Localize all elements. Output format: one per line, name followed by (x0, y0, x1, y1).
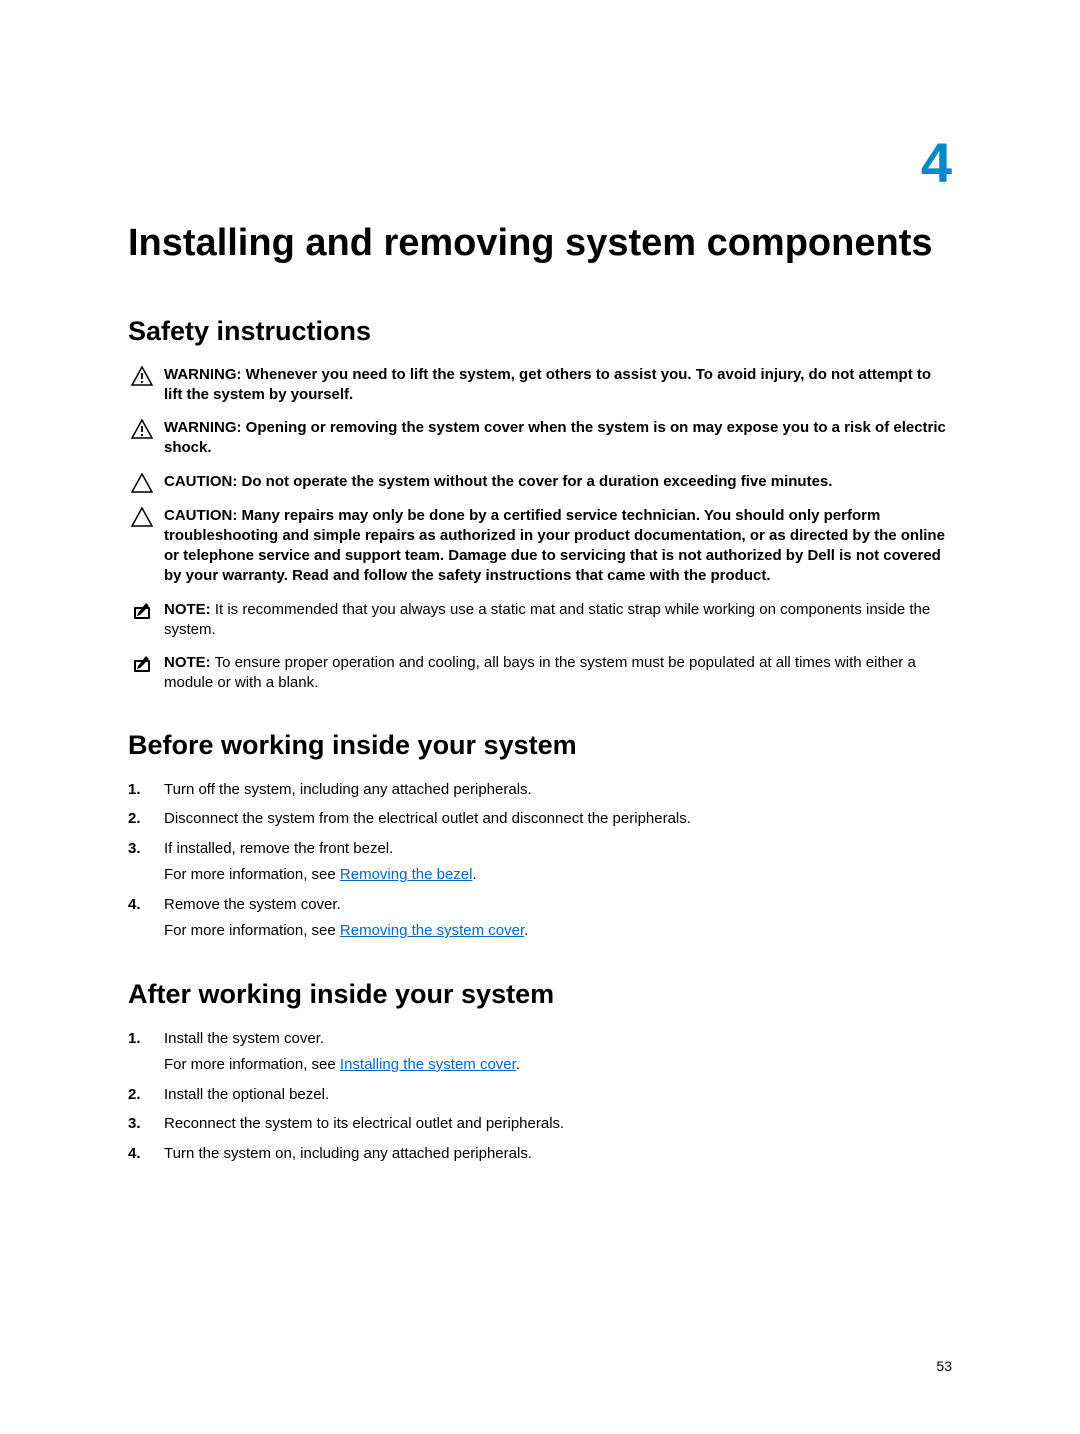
list-item: Disconnect the system from the electrica… (128, 808, 952, 831)
sub-prefix: For more information, see (164, 1056, 340, 1073)
note-admonition: NOTE: It is recommended that you always … (128, 600, 952, 641)
step-sub-text: For more information, see Removing the b… (164, 864, 952, 887)
admonition-label: NOTE: (164, 601, 211, 618)
note-icon (128, 653, 156, 674)
caution-admonition: CAUTION: Many repairs may only be done b… (128, 506, 952, 587)
note-admonition: NOTE: To ensure proper operation and coo… (128, 653, 952, 694)
admonition-body: Whenever you need to lift the system, ge… (164, 366, 931, 403)
page-number: 53 (936, 1358, 952, 1374)
warning-icon (128, 418, 156, 439)
list-item: Turn off the system, including any attac… (128, 779, 952, 802)
sub-prefix: For more information, see (164, 866, 340, 883)
note-icon (128, 600, 156, 621)
before-steps-list: Turn off the system, including any attac… (128, 779, 952, 943)
list-item: Remove the system cover. For more informa… (128, 894, 952, 943)
step-text: Reconnect the system to its electrical o… (164, 1115, 564, 1132)
admonition-label: WARNING: (164, 366, 242, 383)
list-item: Turn the system on, including any attach… (128, 1143, 952, 1166)
step-sub-text: For more information, see Installing the… (164, 1054, 952, 1077)
chapter-number: 4 (921, 130, 952, 195)
admonition-text: NOTE: It is recommended that you always … (164, 600, 952, 641)
list-item: If installed, remove the front bezel. For… (128, 838, 952, 887)
admonition-text: WARNING: Opening or removing the system … (164, 418, 952, 459)
section-title-after: After working inside your system (128, 979, 952, 1010)
caution-icon (128, 472, 156, 493)
step-text: Turn off the system, including any attac… (164, 781, 532, 798)
sub-suffix: . (472, 866, 476, 883)
step-text: Install the system cover. (164, 1030, 324, 1047)
warning-admonition: WARNING: Opening or removing the system … (128, 418, 952, 459)
admonition-label: CAUTION: (164, 507, 237, 524)
warning-icon (128, 365, 156, 386)
list-item: Install the optional bezel. (128, 1084, 952, 1107)
cross-reference-link[interactable]: Removing the bezel (340, 866, 473, 883)
step-text: If installed, remove the front bezel. (164, 840, 393, 857)
admonition-text: NOTE: To ensure proper operation and coo… (164, 653, 952, 694)
list-item: Reconnect the system to its electrical o… (128, 1113, 952, 1136)
cross-reference-link[interactable]: Removing the system cover (340, 922, 524, 939)
section-title-safety: Safety instructions (128, 316, 952, 347)
admonitions-container: WARNING: Whenever you need to lift the s… (128, 365, 952, 694)
step-text: Remove the system cover. (164, 896, 341, 913)
admonition-body: It is recommended that you always use a … (164, 601, 930, 638)
admonition-text: WARNING: Whenever you need to lift the s… (164, 365, 952, 406)
sub-prefix: For more information, see (164, 922, 340, 939)
cross-reference-link[interactable]: Installing the system cover (340, 1056, 516, 1073)
after-steps-list: Install the system cover. For more inform… (128, 1028, 952, 1166)
admonition-body: Opening or removing the system cover whe… (164, 419, 946, 456)
warning-admonition: WARNING: Whenever you need to lift the s… (128, 365, 952, 406)
section-title-before: Before working inside your system (128, 730, 952, 761)
caution-icon (128, 506, 156, 527)
step-text: Turn the system on, including any attach… (164, 1145, 532, 1162)
caution-admonition: CAUTION: Do not operate the system witho… (128, 472, 952, 493)
admonition-body: Many repairs may only be done by a certi… (164, 507, 945, 585)
sub-suffix: . (524, 922, 528, 939)
admonition-body: To ensure proper operation and cooling, … (164, 654, 916, 691)
step-text: Disconnect the system from the electrica… (164, 810, 691, 827)
admonition-body: Do not operate the system without the co… (237, 473, 832, 490)
admonition-label: NOTE: (164, 654, 211, 671)
step-sub-text: For more information, see Removing the s… (164, 920, 952, 943)
admonition-label: CAUTION: (164, 473, 237, 490)
admonition-text: CAUTION: Many repairs may only be done b… (164, 506, 952, 587)
sub-suffix: . (516, 1056, 520, 1073)
admonition-label: WARNING: (164, 419, 242, 436)
step-text: Install the optional bezel. (164, 1086, 329, 1103)
admonition-text: CAUTION: Do not operate the system witho… (164, 472, 952, 492)
chapter-title: Installing and removing system component… (128, 220, 952, 268)
list-item: Install the system cover. For more inform… (128, 1028, 952, 1077)
